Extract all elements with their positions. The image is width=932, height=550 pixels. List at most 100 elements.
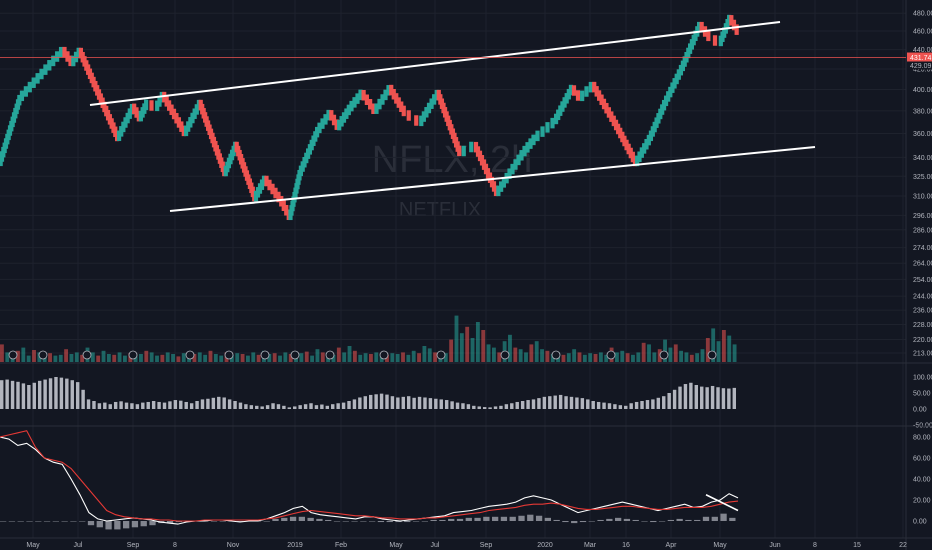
osc-bar [146,401,150,409]
macd-hist-bar [412,521,420,522]
renko-brick [391,89,396,100]
earnings-marker[interactable] [606,350,616,360]
volume-bar [395,354,400,362]
osc-bar [596,401,601,409]
renko-brick [123,117,128,128]
renko-brick [639,147,644,158]
osc-bar [86,399,91,409]
trendline[interactable] [169,146,816,212]
osc-bar [309,403,313,409]
earnings-marker[interactable] [379,350,389,360]
earnings-marker[interactable] [290,350,300,360]
volume-bar [58,354,63,362]
osc-bar [303,404,308,409]
renko-brick [371,103,376,114]
renko-brick [580,90,585,102]
earnings-marker[interactable] [128,350,138,360]
earnings-marker[interactable] [551,350,561,360]
trendline[interactable] [89,21,781,106]
volume-bar [700,349,705,362]
renko-brick [186,121,191,132]
osc-bar [103,402,107,409]
renko-brick [157,96,162,107]
price-tick-label: 220.00 [913,337,932,344]
renko-brick [519,150,524,161]
renko-brick [599,94,604,106]
macd-hist-bar [439,519,446,521]
macd-hist-bar [694,519,701,521]
earnings-marker[interactable] [500,350,510,360]
macd-hist-bar [720,513,727,521]
osc-bar [732,387,736,409]
earnings-marker[interactable] [260,350,270,360]
trendlines[interactable] [89,21,816,212]
renko-brick [727,14,732,26]
osc-bar [472,405,476,409]
renko-brick [55,51,60,62]
macd-hist-bar [298,516,305,521]
renko-brick [144,99,149,111]
volume-bar [219,355,224,362]
time-tick-label: Sep [480,542,493,549]
macd-hist-bar [316,518,323,521]
macd-hist-bar [360,521,367,522]
earnings-marker[interactable] [707,350,717,360]
osc-bar [314,405,319,409]
volume-bar [278,355,282,362]
volume-bar [636,352,641,362]
renko-brick [426,102,432,114]
osc-bar [352,399,357,409]
earnings-marker[interactable] [436,350,446,360]
earnings-marker[interactable] [8,350,18,360]
time-tick-label: May [26,542,40,549]
time-axis[interactable]: May Jul Sep 8 Nov 2019 Feb May Jul Sep 2020 Mar 16 Ap… [26,542,907,549]
renko-brick [149,100,154,111]
osc-bar [477,406,481,409]
renko-brick [399,101,404,112]
renko-brick [501,177,506,188]
divergence-line[interactable] [705,494,739,512]
volume-bar [561,354,566,362]
renko-brick [129,103,135,115]
renko-brick [499,181,504,192]
macd-hist-bar [8,521,16,522]
osc-bar [157,401,161,409]
earnings-marker[interactable] [659,350,669,360]
renko-brick [341,112,347,123]
earnings-marker[interactable] [325,350,335,360]
renko-brick [344,108,349,119]
volume-bar [117,352,122,362]
volume-bar [155,355,159,362]
renko-brick [601,98,607,110]
price-axis[interactable]: 480.00 460.00 440.00 420.00 400.00 380.00 360.… [913,11,932,358]
renko-brick [51,55,56,67]
osc-bar [493,406,498,409]
osc-bar [672,389,677,409]
volume-bar [582,354,587,362]
earnings-marker[interactable] [82,350,92,360]
macd-hist-bar [149,521,156,526]
earnings-marker[interactable] [224,350,234,360]
osc-bar [374,394,378,409]
macd-hist-bar [615,517,622,521]
osc-bar [607,403,612,409]
renko-brick [264,175,269,187]
osc-bar [455,402,460,409]
earnings-marker[interactable] [38,350,48,360]
osc-tick-label: 0.00 [913,407,927,414]
macd-hist-bar [35,521,42,522]
renko-brick [134,107,139,118]
macd-hist-bar [166,521,174,524]
osc-bar [32,382,36,409]
volume-bar [497,352,502,362]
volume-bar [481,330,486,362]
volume-bar [80,354,85,362]
renko-brick [65,51,70,62]
macd-hist-bar [26,521,33,522]
renko-brick [432,94,437,105]
earnings-marker[interactable] [185,350,195,360]
macd-hist-bar [237,521,244,522]
renko-brick [358,89,363,101]
